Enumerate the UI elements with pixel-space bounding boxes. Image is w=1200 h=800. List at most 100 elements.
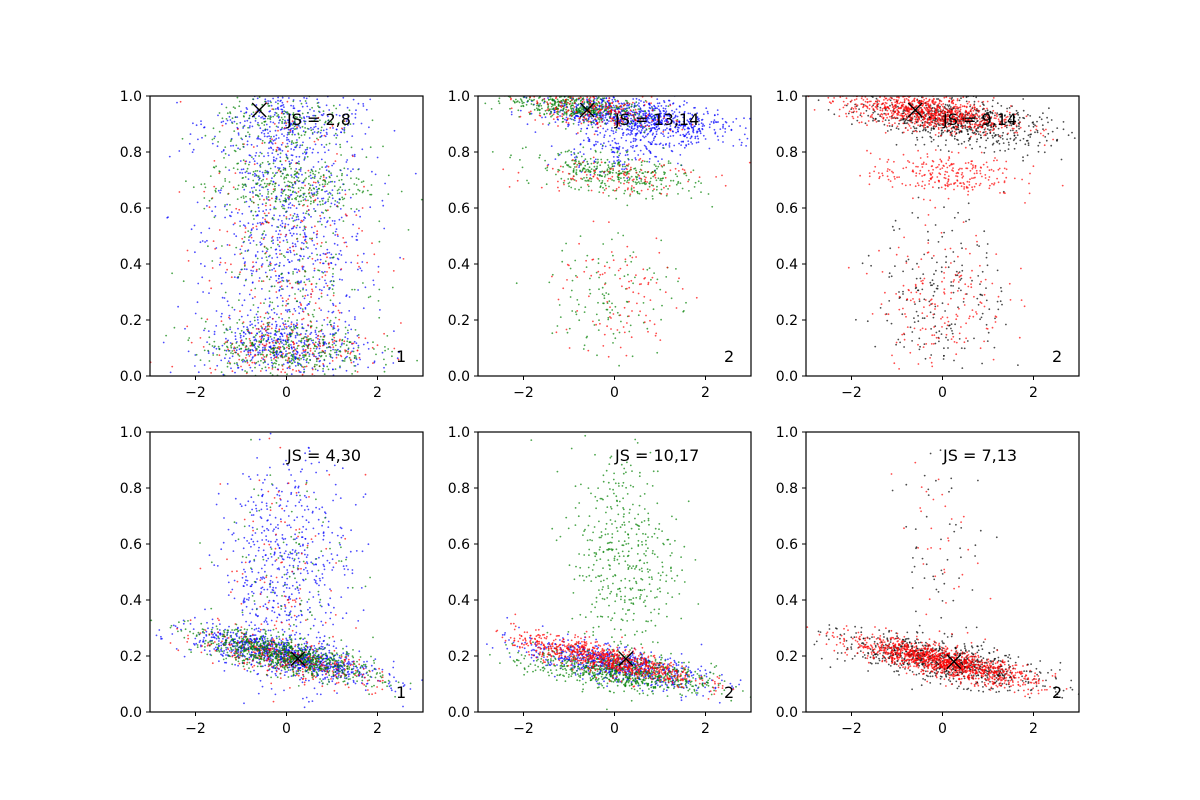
- data-point: [272, 362, 275, 365]
- data-point: [264, 117, 266, 120]
- data-point: [208, 279, 211, 282]
- data-point: [307, 189, 310, 191]
- data-point: [645, 145, 647, 148]
- data-point: [248, 126, 251, 129]
- data-point: [578, 119, 581, 121]
- data-point: [625, 149, 627, 152]
- data-point: [673, 144, 676, 147]
- data-point: [414, 172, 417, 175]
- data-point: [330, 325, 333, 328]
- data-point: [277, 114, 280, 116]
- data-point: [594, 130, 597, 133]
- data-point: [627, 157, 630, 160]
- data-point: [278, 348, 281, 351]
- data-point: [317, 127, 320, 130]
- series-green: [484, 96, 714, 367]
- data-point: [610, 148, 613, 151]
- data-point: [289, 122, 291, 124]
- data-point: [571, 102, 574, 105]
- data-point: [333, 342, 336, 345]
- data-point: [295, 145, 298, 147]
- data-point: [261, 332, 263, 335]
- data-point: [256, 332, 258, 335]
- data-point: [171, 365, 174, 368]
- data-point: [658, 127, 661, 130]
- data-point: [674, 123, 677, 126]
- data-point: [320, 126, 323, 129]
- data-point: [305, 195, 308, 198]
- data-point: [337, 309, 340, 312]
- data-point: [326, 248, 329, 251]
- data-point: [300, 304, 303, 307]
- data-point: [262, 334, 265, 336]
- data-point: [296, 233, 298, 235]
- data-point: [285, 234, 288, 236]
- data-point: [550, 112, 553, 114]
- data-point: [261, 171, 264, 174]
- data-point: [362, 103, 365, 105]
- data-point: [272, 108, 275, 111]
- data-point: [225, 349, 228, 352]
- data-point: [634, 124, 636, 126]
- data-point: [344, 336, 347, 338]
- data-point: [653, 122, 656, 125]
- data-point: [332, 302, 334, 305]
- data-point: [298, 163, 300, 165]
- data-point: [575, 173, 578, 176]
- data-point: [283, 214, 285, 217]
- data-point: [289, 163, 291, 166]
- data-point: [278, 148, 280, 151]
- data-point: [297, 269, 300, 271]
- data-point: [317, 357, 320, 360]
- data-point: [633, 127, 636, 130]
- data-point: [240, 252, 243, 255]
- data-point: [287, 338, 290, 341]
- data-point: [243, 236, 246, 239]
- data-point: [187, 339, 190, 342]
- data-point: [262, 280, 265, 282]
- data-point: [300, 200, 302, 203]
- data-point: [520, 105, 523, 108]
- data-point: [354, 113, 357, 115]
- data-point: [203, 183, 206, 185]
- data-point: [229, 140, 232, 143]
- data-point: [643, 122, 646, 125]
- data-point: [329, 299, 332, 302]
- data-point: [271, 269, 273, 271]
- data-point: [299, 340, 302, 343]
- data-point: [346, 355, 348, 358]
- data-point: [620, 172, 623, 175]
- data-point: [332, 304, 335, 307]
- data-point: [353, 153, 356, 156]
- data-point: [333, 336, 336, 339]
- data-point: [310, 192, 313, 195]
- data-point: [639, 182, 641, 185]
- data-point: [367, 348, 370, 350]
- data-point: [190, 341, 193, 344]
- data-point: [638, 105, 640, 108]
- data-point: [593, 144, 596, 147]
- data-point: [289, 246, 291, 249]
- data-point: [261, 116, 264, 118]
- data-point: [638, 130, 640, 132]
- data-point: [580, 99, 583, 101]
- data-point: [702, 134, 705, 137]
- data-point: [286, 333, 289, 336]
- data-point: [278, 342, 281, 345]
- data-point: [311, 252, 313, 255]
- data-point: [264, 220, 267, 223]
- data-point: [670, 149, 673, 152]
- data-point: [738, 138, 741, 141]
- data-point: [296, 237, 299, 240]
- data-point: [676, 128, 679, 131]
- data-point: [328, 287, 331, 289]
- data-point: [349, 196, 352, 199]
- data-point: [299, 254, 301, 257]
- data-point: [311, 132, 314, 134]
- data-point: [360, 122, 363, 125]
- data-point: [256, 257, 259, 260]
- data-point: [261, 203, 264, 206]
- data-point: [218, 170, 221, 173]
- data-point: [328, 266, 331, 269]
- data-point: [701, 128, 704, 131]
